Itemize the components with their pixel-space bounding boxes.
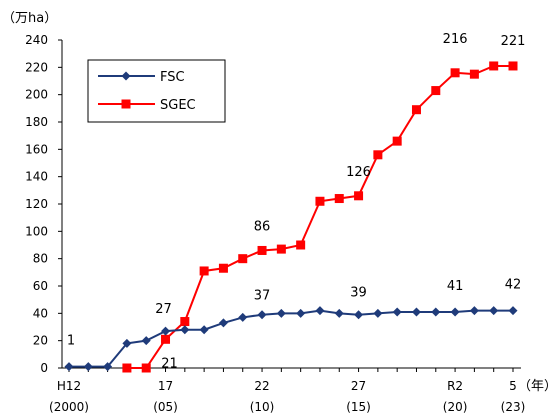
data-point-sgec (411, 105, 421, 115)
data-point-fsc (199, 325, 209, 335)
x-tick-sublabel: (23) (501, 400, 526, 414)
data-label: 126 (346, 165, 371, 180)
x-ticks: H12 (2000) 17 (05) 22 (10) 27 (15) R2 (20) 5 (23) (49, 368, 525, 414)
y-tick-label: 200 (25, 88, 48, 102)
data-point-sgec (373, 150, 383, 160)
data-point-sgec (141, 363, 151, 373)
data-point-sgec (508, 61, 518, 71)
data-point-fsc (257, 310, 267, 320)
data-point-fsc (161, 326, 171, 336)
data-point-fsc (334, 308, 344, 318)
legend-label-fsc: FSC (160, 70, 185, 85)
y-tick-label: 40 (33, 306, 48, 320)
data-point-sgec (489, 61, 499, 71)
series-fsc (64, 306, 518, 372)
y-tick-label: 120 (25, 197, 48, 211)
data-label: 39 (350, 286, 367, 301)
series-layer (64, 61, 518, 373)
y-tick-label: 20 (33, 334, 48, 348)
legend-item-sgec: SGEC (98, 98, 196, 113)
data-point-sgec (199, 266, 209, 276)
data-point-fsc (315, 306, 325, 316)
data-label: 41 (447, 279, 464, 294)
x-tick-label: R2 (447, 379, 463, 393)
y-ticks: 0 20 40 60 80 100 120 140 160 180 200 220 240 (25, 33, 62, 375)
data-point-fsc (83, 362, 93, 372)
y-tick-label: 100 (25, 224, 48, 238)
data-point-sgec (257, 245, 267, 255)
x-tick-sublabel: (20) (443, 400, 468, 414)
data-point-sgec (122, 363, 132, 373)
x-axis-unit-label: （年） (518, 379, 556, 394)
data-point-fsc (180, 325, 190, 335)
legend-marker-sgec (121, 99, 131, 109)
data-point-sgec (392, 136, 402, 146)
data-point-sgec (354, 191, 364, 201)
data-point-sgec (296, 240, 306, 250)
data-point-fsc (103, 362, 113, 372)
data-point-fsc (469, 306, 479, 316)
data-point-fsc (238, 312, 248, 322)
y-tick-label: 140 (25, 170, 48, 184)
data-point-sgec (276, 244, 286, 254)
data-point-fsc (373, 308, 383, 318)
data-point-fsc (431, 307, 441, 317)
data-point-fsc (392, 307, 402, 317)
data-point-fsc (141, 336, 151, 346)
y-tick-label: 180 (25, 115, 48, 129)
data-label: 27 (155, 302, 172, 317)
data-point-sgec (450, 68, 460, 78)
data-point-fsc (64, 362, 74, 372)
x-tick-sublabel: (10) (250, 400, 275, 414)
legend: FSC SGEC (87, 59, 226, 123)
data-point-fsc (276, 308, 286, 318)
data-label: 42 (505, 278, 522, 293)
data-point-fsc (354, 310, 364, 320)
data-label: 221 (501, 34, 526, 49)
data-label: 86 (254, 219, 271, 234)
y-tick-label: 80 (33, 252, 48, 266)
x-tick-sublabel: (05) (153, 400, 178, 414)
data-point-sgec (180, 317, 190, 327)
y-axis-unit-label: （万ha） (2, 11, 57, 26)
data-point-sgec (334, 194, 344, 204)
legend-label-sgec: SGEC (160, 98, 196, 113)
x-tick-sublabel: (2000) (49, 400, 89, 414)
x-tick-label: 5 (509, 379, 517, 393)
data-point-sgec (315, 196, 325, 206)
data-label: 37 (254, 288, 271, 303)
y-tick-label: 60 (33, 279, 48, 293)
x-tick-label: H12 (57, 379, 81, 393)
x-tick-label: 27 (351, 379, 366, 393)
data-point-fsc (296, 308, 306, 318)
data-point-fsc (489, 306, 499, 316)
legend-item-fsc: FSC (98, 70, 185, 85)
data-point-sgec (161, 334, 171, 344)
data-point-fsc (450, 307, 460, 317)
data-point-fsc (122, 338, 132, 348)
data-label: 21 (161, 356, 178, 371)
data-label: 216 (443, 32, 468, 47)
data-point-fsc (411, 307, 421, 317)
x-tick-label: 17 (158, 379, 173, 393)
series-sgec (122, 61, 518, 373)
data-point-fsc (218, 318, 228, 328)
data-point-sgec (238, 254, 248, 264)
data-point-fsc (508, 306, 518, 316)
data-labels: 1 27 21 86 37 126 39 216 41 221 42 (67, 32, 526, 371)
data-point-sgec (469, 69, 479, 79)
y-tick-label: 240 (25, 33, 48, 47)
data-point-sgec (431, 86, 441, 96)
series-line-fsc (69, 309, 513, 368)
y-tick-label: 220 (25, 60, 48, 74)
data-point-sgec (218, 263, 228, 273)
y-tick-label: 160 (25, 142, 48, 156)
x-tick-sublabel: (15) (346, 400, 371, 414)
legend-marker-fsc (121, 71, 131, 81)
y-tick-label: 0 (40, 361, 48, 375)
legend-box (87, 59, 226, 123)
data-label: 1 (67, 334, 75, 349)
x-tick-label: 22 (254, 379, 269, 393)
